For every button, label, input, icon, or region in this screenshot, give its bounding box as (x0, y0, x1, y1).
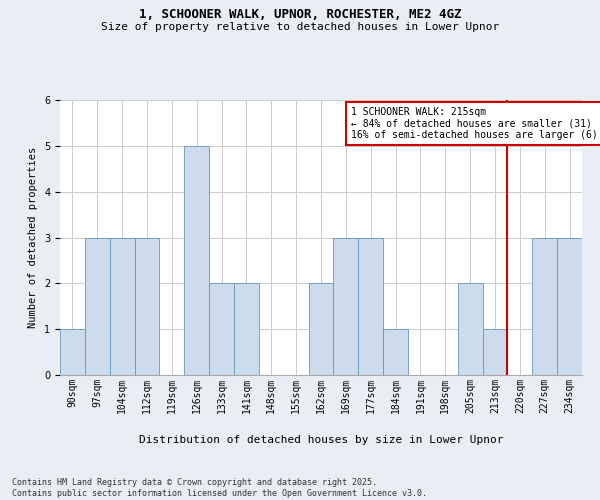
Text: Distribution of detached houses by size in Lower Upnor: Distribution of detached houses by size … (139, 435, 503, 445)
Bar (334, 238, 358, 375)
Bar (358, 238, 383, 375)
Bar (557, 238, 582, 375)
Bar (234, 284, 259, 375)
Text: Size of property relative to detached houses in Lower Upnor: Size of property relative to detached ho… (101, 22, 499, 32)
Text: 1 SCHOONER WALK: 215sqm
← 84% of detached houses are smaller (31)
16% of semi-de: 1 SCHOONER WALK: 215sqm ← 84% of detache… (351, 107, 600, 140)
Bar (383, 329, 408, 375)
Bar (458, 284, 482, 375)
Bar (85, 238, 110, 375)
Bar (482, 329, 508, 375)
Bar (209, 284, 234, 375)
Bar (184, 146, 209, 375)
Bar (308, 284, 334, 375)
Bar (532, 238, 557, 375)
Text: Contains HM Land Registry data © Crown copyright and database right 2025.
Contai: Contains HM Land Registry data © Crown c… (12, 478, 427, 498)
Bar (134, 238, 160, 375)
Text: 1, SCHOONER WALK, UPNOR, ROCHESTER, ME2 4GZ: 1, SCHOONER WALK, UPNOR, ROCHESTER, ME2 … (139, 8, 461, 20)
Bar (110, 238, 134, 375)
Y-axis label: Number of detached properties: Number of detached properties (28, 147, 38, 328)
Bar (60, 329, 85, 375)
